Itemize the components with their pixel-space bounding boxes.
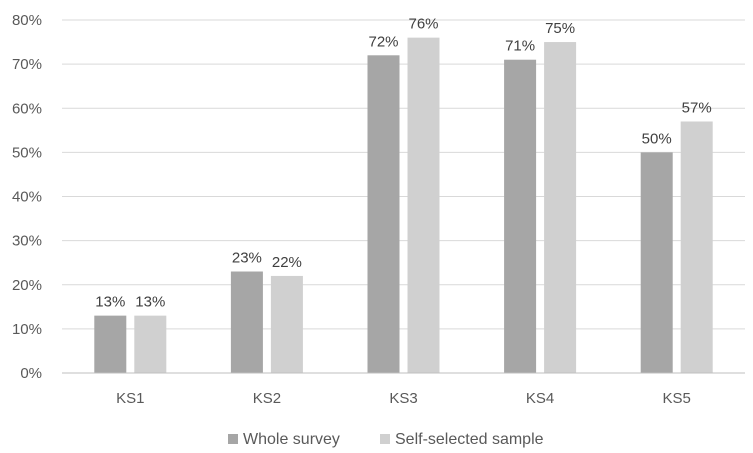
y-tick-label: 30% [12, 233, 42, 250]
x-tick-label: KS1 [116, 390, 144, 407]
bar-whole-survey-ks4 [504, 59, 537, 374]
data-label: 57% [682, 99, 712, 116]
legend-label: Self-selected sample [395, 431, 544, 448]
bar-whole-survey-ks1 [94, 315, 127, 373]
x-tick-label: KS2 [253, 390, 281, 407]
data-label: 71% [505, 38, 535, 55]
data-labels: 13% 13% 23% 22% 72% 76% 71% 75% 50% 57% [95, 16, 711, 311]
x-tick-label: KS5 [663, 390, 691, 407]
data-label: 50% [642, 130, 672, 147]
y-tick-label: 10% [12, 321, 42, 338]
data-label: 22% [272, 254, 302, 271]
legend-swatch [380, 434, 390, 444]
y-tick-label: 40% [12, 189, 42, 206]
data-label: 75% [545, 20, 575, 37]
bar-whole-survey-ks3 [367, 55, 400, 374]
legend-label: Whole survey [243, 431, 340, 448]
y-tick-label: 80% [12, 12, 42, 29]
x-axis: KS1 KS2 KS3 KS4 KS5 [62, 372, 745, 407]
data-label: 13% [95, 294, 125, 311]
bar-self-selected-ks4 [544, 42, 577, 373]
x-tick-label: KS3 [389, 390, 417, 407]
legend-swatch [228, 434, 238, 444]
x-tick-label: KS4 [526, 390, 554, 407]
y-tick-label: 20% [12, 277, 42, 294]
data-label: 76% [408, 16, 438, 33]
data-label: 13% [135, 294, 165, 311]
y-tick-label: 0% [20, 365, 42, 382]
bar-self-selected-ks1 [134, 315, 167, 373]
bar-self-selected-ks3 [407, 37, 440, 374]
bar-self-selected-ks5 [680, 121, 713, 373]
bars [94, 37, 713, 374]
y-tick-label: 60% [12, 100, 42, 117]
y-tick-label: 50% [12, 144, 42, 161]
gridlines [62, 19, 745, 330]
bar-whole-survey-ks5 [640, 152, 673, 373]
bar-whole-survey-ks2 [230, 271, 263, 373]
data-label: 23% [232, 250, 262, 267]
bar-self-selected-ks2 [270, 275, 303, 373]
y-axis-tick-labels: 0% 10% 20% 30% 40% 50% 60% 70% 80% [12, 12, 42, 382]
y-tick-label: 70% [12, 56, 42, 73]
legend: Whole survey Self-selected sample [228, 431, 544, 448]
data-label: 72% [368, 33, 398, 50]
